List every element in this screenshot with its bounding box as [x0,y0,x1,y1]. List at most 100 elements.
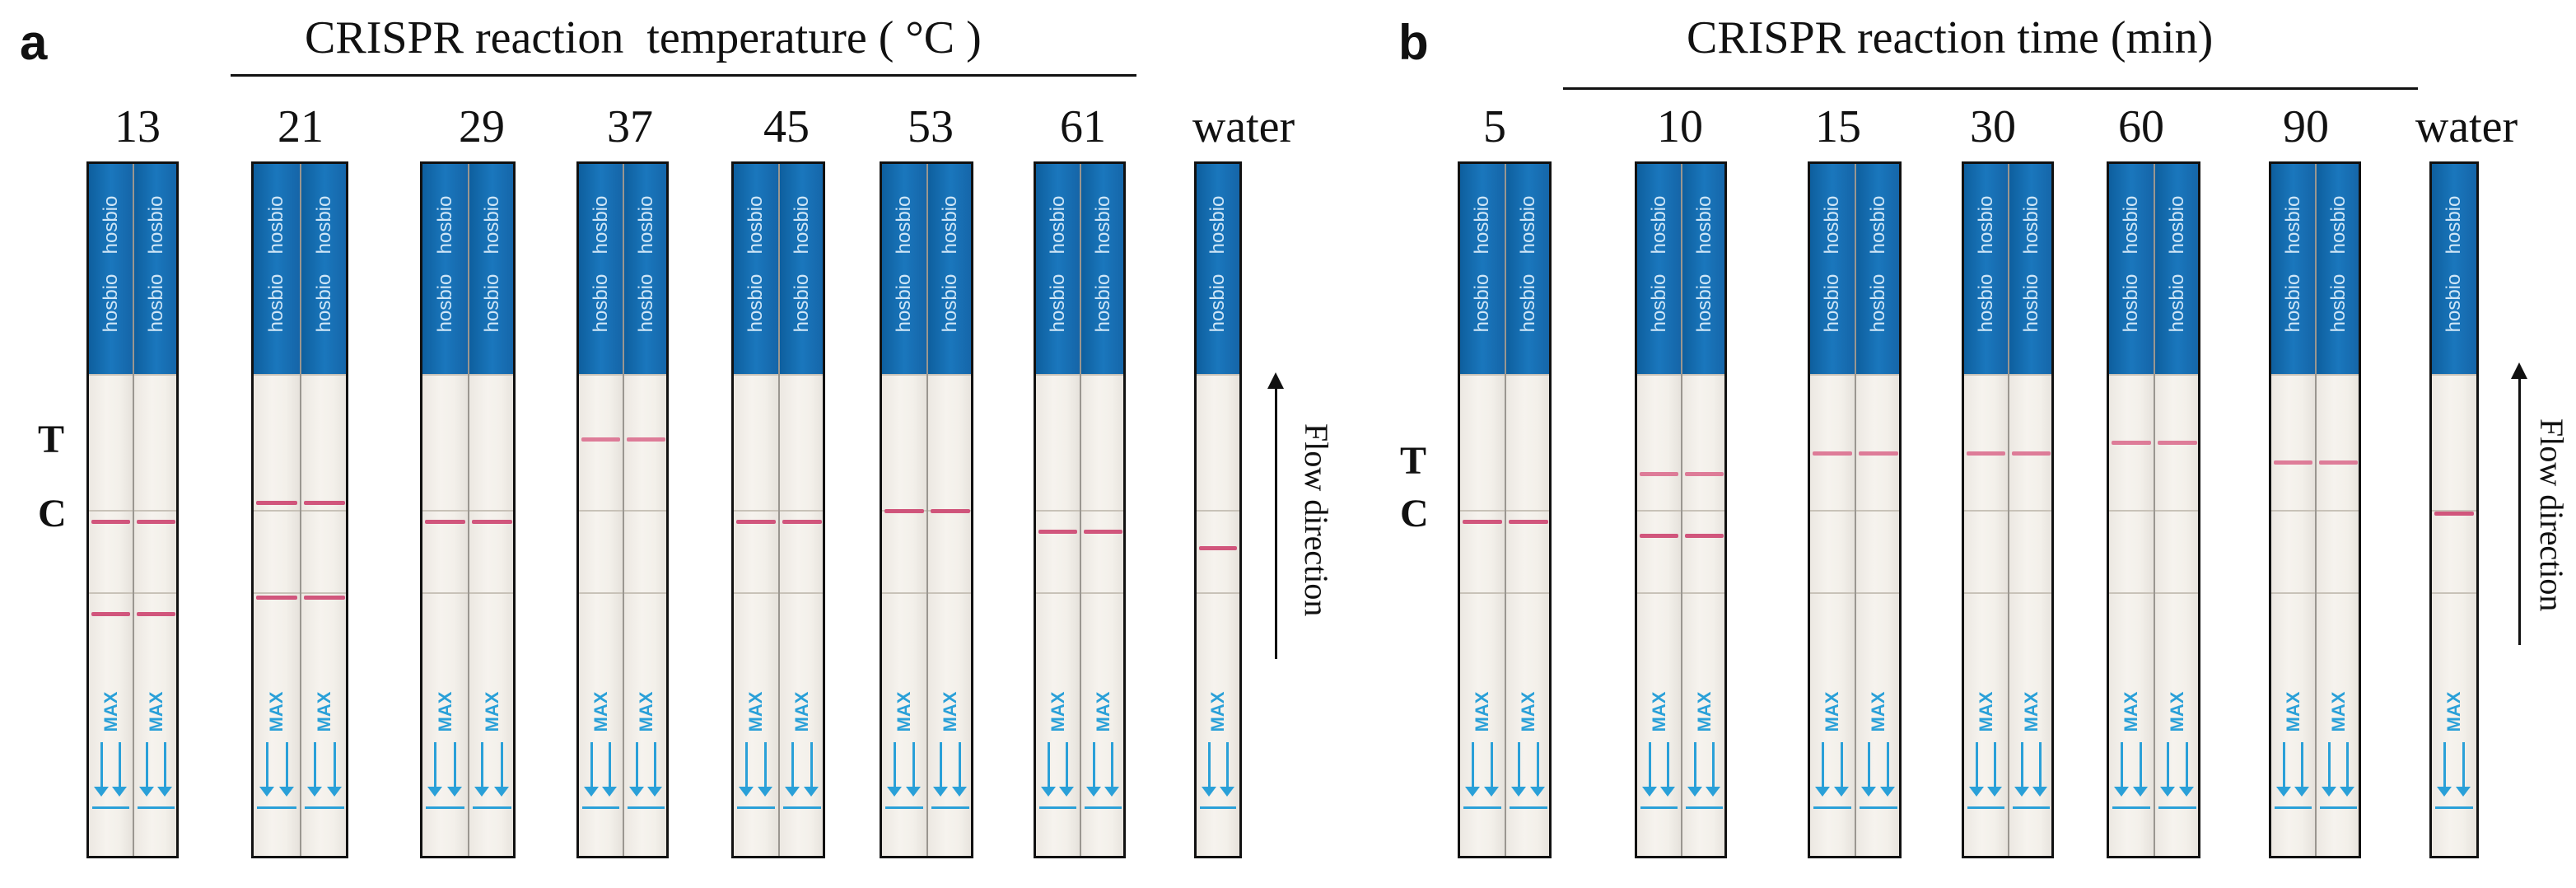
strip-pad-edge [882,592,926,594]
dip-arrows [2435,742,2473,800]
max-zone: MAX [1856,668,1899,816]
down-arrow-icon [326,742,342,797]
down-arrow-icon [93,742,109,797]
strip-pad-edge [89,510,133,512]
max-line [92,806,129,809]
control-line [1509,520,1548,524]
strip-pad-edge [1964,510,2008,512]
strip-pad-edge [469,374,513,376]
strip-pad-edge [1081,374,1123,376]
max-zone: MAX [301,668,346,816]
strip-sample-pad: hosbio hosbio [1036,164,1080,374]
lane-label: water [2415,101,2518,152]
strip-pad-edge [134,592,176,594]
down-arrow-icon [1484,742,1499,797]
test-line [2012,451,2051,456]
strip-pad-edge [134,510,176,512]
control-line [884,509,924,513]
down-arrow-icon [2133,742,2148,797]
strip-pad-edge [2155,510,2198,512]
strip-brand-print: hosbio [634,195,657,255]
strip-brand-print: hosbio [791,273,813,333]
max-line [1967,806,2004,809]
max-line [138,806,175,809]
strip-sample-pad: hosbio hosbio [2155,164,2198,374]
test-strip: hosbio hosbio MAX [468,164,513,856]
max-mark: MAX [314,691,334,732]
strip-sample-pad: hosbio hosbio [2009,164,2051,374]
test-strip: hosbio hosbio MAX [778,164,823,856]
strip-sample-pad: hosbio hosbio [1964,164,2008,374]
max-zone: MAX [2155,668,2198,816]
down-arrow-icon [427,742,443,797]
max-line [2320,806,2357,809]
strip-sample-pad: hosbio hosbio [2317,164,2359,374]
dip-arrows [582,742,619,800]
strip-brand-print: hosbio [2443,195,2465,255]
control-line [91,612,130,616]
max-mark: MAX [791,691,812,732]
down-arrow-icon [446,742,462,797]
test-strip: hosbio hosbio MAX [1080,164,1123,856]
test-line [627,437,665,442]
down-arrow-icon [2340,742,2355,797]
down-arrow-icon [157,742,173,797]
strip-pad-edge [422,374,468,376]
test-line [2319,460,2358,465]
down-arrow-icon [628,742,644,797]
strip-pad-edge [2271,510,2315,512]
strip-brand-print: hosbio [2326,195,2350,255]
strip-brand-print: hosbio [939,273,961,333]
max-zone: MAX [1506,668,1549,816]
strip-sample-pad: hosbio hosbio [469,164,513,374]
strip-brand-print: hosbio [313,195,335,255]
control-line [425,520,465,524]
max-line [1860,806,1897,809]
max-zone: MAX [1460,668,1505,816]
down-arrow-icon [785,742,800,797]
test-strip: hosbio hosbio MAX [1964,164,2008,856]
strip-pad-edge [1637,510,1681,512]
strip-brand-print: hosbio [589,195,612,255]
strip-pad-edge [2009,374,2051,376]
strip-box-21: hosbio hosbio MAX hosbio hosbio MAX [251,161,348,858]
strip-brand-print: hosbio [1821,273,1843,333]
dip-arrows [783,742,821,800]
strip-brand-print: hosbio [2281,273,2304,333]
down-arrow-icon [2275,742,2291,797]
strip-sample-pad: hosbio hosbio [579,164,623,374]
strip-brand-print: hosbio [2120,273,2142,333]
max-mark: MAX [745,691,766,732]
max-zone: MAX [780,668,823,816]
strip-pad-edge [1506,592,1549,594]
strip-brand-print: hosbio [1647,273,1670,333]
down-arrow-icon [1834,742,1849,797]
strip-pad-edge [1856,510,1899,512]
dip-arrows [92,742,129,800]
strip-pad-edge [89,374,133,376]
max-line [582,806,619,809]
max-zone: MAX [89,668,133,816]
strip-brand-print: hosbio [265,273,287,333]
strip-box-90: hosbio hosbio MAX hosbio hosbio MAX [2269,161,2361,858]
max-line [737,806,775,809]
max-mark: MAX [1472,691,1492,732]
max-line [473,806,511,809]
test-strip: hosbio hosbio MAX [2008,164,2051,856]
strip-pad-edge [1460,592,1505,594]
strip-sample-pad: hosbio hosbio [1682,164,1724,374]
strip-pad-edge [1964,374,2008,376]
strip-pad-edge [422,510,468,512]
dip-arrows [628,742,665,800]
strip-pad-edge [624,374,666,376]
down-arrow-icon [2114,742,2129,797]
max-mark: MAX [266,691,287,732]
test-strip: hosbio hosbio MAX [1855,164,1899,856]
down-arrow-icon [1660,742,1676,797]
dip-arrows [931,742,969,800]
max-zone: MAX [624,668,666,816]
max-zone: MAX [2009,668,2051,816]
strip-pad-edge [254,592,300,594]
max-zone: MAX [2317,668,2359,816]
down-arrow-icon [1059,742,1075,797]
